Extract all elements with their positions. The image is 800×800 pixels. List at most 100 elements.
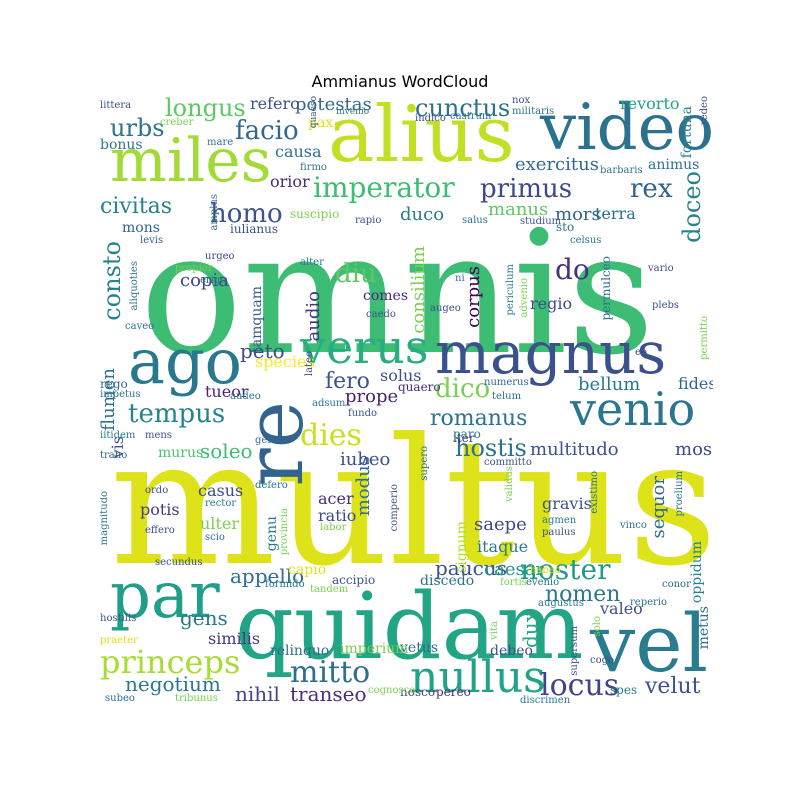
word-cloud: omnis multus quidam alius video miles magnus re… xyxy=(100,96,713,706)
word-mors: mors xyxy=(555,204,601,225)
word-caveo: caveo xyxy=(125,321,155,332)
word-venio: venio xyxy=(570,382,696,436)
word-murus: murus xyxy=(158,445,204,461)
word-princeps: princeps xyxy=(100,643,241,681)
word-metus: metus xyxy=(696,606,712,650)
word-nullus: nullus xyxy=(410,652,546,703)
word-mitto: mitto xyxy=(290,655,371,690)
word-audio: audio xyxy=(303,291,324,342)
word-scio: scio xyxy=(205,532,225,543)
word-solo: solo xyxy=(592,616,603,637)
word-audeo: audeo xyxy=(230,391,261,402)
word-militaris: militaris xyxy=(512,106,555,117)
word-eo: eo xyxy=(635,347,647,358)
word-comes: comes xyxy=(363,288,409,304)
word-numerus: numerus xyxy=(484,377,529,388)
word-saepe: saepe xyxy=(474,514,527,535)
word-homo: homo xyxy=(210,199,283,229)
word-capio: capio xyxy=(288,562,327,578)
word-tamquam: tamquam xyxy=(249,286,265,353)
word-indico: indico xyxy=(415,113,446,124)
word-similis: similis xyxy=(208,629,261,648)
word-magnus: magnus xyxy=(435,319,667,387)
word-prope: prope xyxy=(345,386,399,407)
word-nox: nox xyxy=(512,96,531,106)
word-appello: appello xyxy=(230,564,305,588)
word-discrimen: discrimen xyxy=(520,695,571,706)
word-refero: refero xyxy=(250,96,300,113)
word-ordo: ordo xyxy=(145,485,169,496)
word-rector: rector xyxy=(205,498,237,509)
word-quaero: quaero xyxy=(398,380,441,394)
word-oppidum: oppidum xyxy=(689,541,705,604)
word-iulianus: iulianus xyxy=(230,222,279,236)
word-gens: gens xyxy=(180,606,228,630)
word-valeo: valeo xyxy=(600,599,643,618)
word-transeo: transeo xyxy=(290,682,367,706)
word-doceo: doceo xyxy=(678,171,706,243)
word-formido: formido xyxy=(265,579,305,590)
word-soleo: soleo xyxy=(200,439,253,463)
word-littera: littera xyxy=(100,100,132,111)
word-fortuna: fortuna xyxy=(679,106,695,159)
word-negotium: negotium xyxy=(125,672,221,696)
word-creber: creber xyxy=(160,117,194,128)
word-urgeo: urgeo xyxy=(205,251,235,262)
word-multitudo: multitudo xyxy=(530,439,619,460)
chart-title: Ammianus WordCloud xyxy=(311,72,489,91)
word-praeter: praeter xyxy=(100,635,138,646)
word-species: species xyxy=(255,352,315,371)
word-rex: rex xyxy=(630,174,673,204)
word-orior: orior xyxy=(270,172,310,191)
word-pereo: pereo xyxy=(436,685,471,699)
word-existimo: existimo xyxy=(589,471,600,514)
word-reperio: reperio xyxy=(630,597,668,608)
word-subeo: subeo xyxy=(105,693,135,704)
word-augeo: augeo xyxy=(430,303,461,314)
word-quidam: quidam xyxy=(235,573,584,680)
word-gero: gero xyxy=(255,435,279,446)
word-bonus: bonus xyxy=(100,137,143,153)
word-exercitus: exercitus xyxy=(515,154,599,175)
word-caedo: caedo xyxy=(366,309,396,320)
word-alius: alius xyxy=(328,96,515,180)
word-defero: defero xyxy=(255,480,288,491)
word-evenio: evenio xyxy=(526,577,560,588)
word-potis: potis xyxy=(140,500,180,519)
word-locus: locus xyxy=(540,668,620,703)
word-supero: supero xyxy=(419,446,430,481)
word-bellum: bellum xyxy=(578,374,641,395)
word-periculum: periculum xyxy=(505,264,516,316)
word-aliquoties: aliquoties xyxy=(129,261,140,311)
word-impetus: impetus xyxy=(100,389,141,400)
word-labor: labor xyxy=(320,522,347,533)
word-comperio: comperio xyxy=(389,484,400,532)
word-tribunus: tribunus xyxy=(175,693,218,704)
word-permulceo: permulceo xyxy=(599,256,613,321)
word-consto: consto xyxy=(100,241,126,321)
word-tandem: tandem xyxy=(310,584,349,595)
word-cogo: cogo xyxy=(590,655,615,666)
word-mens: mens xyxy=(145,430,172,441)
word-velut: velut xyxy=(645,674,701,699)
word-mare: mare xyxy=(207,137,234,148)
word-signum: signum xyxy=(454,521,470,573)
word-ago: ago xyxy=(128,325,242,398)
word-multus: multus xyxy=(110,402,713,605)
word-vel: vel xyxy=(590,597,709,690)
word-vinco: vinco xyxy=(620,520,647,531)
word-imperator: imperator xyxy=(313,171,455,204)
word-discedo: discedo xyxy=(420,573,475,589)
word-fero: fero xyxy=(325,369,370,394)
word-castrum: castrum xyxy=(450,111,492,122)
word-celsus: celsus xyxy=(570,235,602,246)
word-noster: noster xyxy=(520,553,611,586)
word-fides: fides xyxy=(678,374,713,393)
word-habeo: habeo xyxy=(530,565,561,576)
word-conor: conor xyxy=(662,579,691,590)
word-traho: traho xyxy=(100,450,128,461)
word-do: do xyxy=(555,253,590,286)
word-imperium: imperium xyxy=(340,641,409,657)
word-casus: casus xyxy=(198,481,244,500)
word-levis: levis xyxy=(140,235,164,246)
